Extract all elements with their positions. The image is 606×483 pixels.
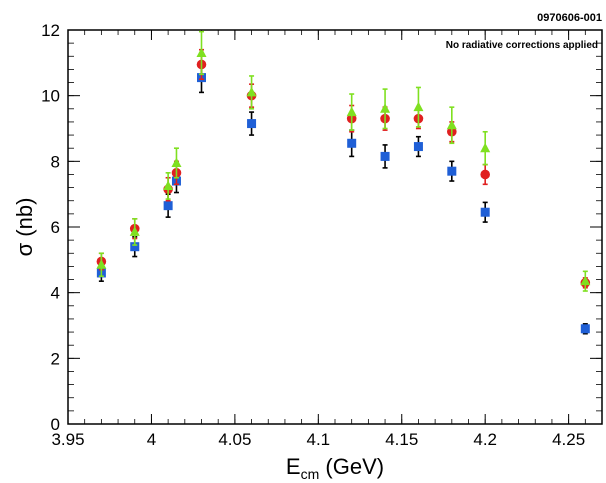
- x-tick-label: 4.25: [552, 430, 585, 449]
- data-point-square: [247, 119, 257, 129]
- x-axis-title-main: E: [286, 454, 301, 479]
- data-point-square: [380, 151, 390, 161]
- y-tick-labels: 0 2 4 6 8 10 12: [41, 21, 60, 434]
- figure-id: 0970606-001: [537, 12, 602, 24]
- x-tick-label: 4.05: [218, 430, 251, 449]
- data-point-circle: [480, 169, 490, 180]
- y-tick-label: 4: [51, 284, 60, 303]
- data-point-square: [580, 324, 590, 334]
- x-tick-label: 4.15: [385, 430, 418, 449]
- data-point-triangle: [163, 180, 174, 190]
- x-tick-labels: 3.95 4 4.05 4.1 4.15 4.2 4.25: [51, 430, 585, 449]
- y-tick-label: 12: [41, 21, 60, 40]
- data-point-square: [413, 142, 423, 152]
- x-tick-label: 3.95: [51, 430, 84, 449]
- data-point-square: [447, 166, 457, 176]
- y-tick-label: 6: [51, 218, 60, 237]
- x-axis-title: Ecm (GeV): [286, 454, 384, 482]
- x-tick-label: 4.2: [473, 430, 497, 449]
- data-point-triangle: [480, 142, 491, 153]
- data-point-triangle: [580, 275, 591, 286]
- x-axis-title-subscript: cm: [301, 466, 320, 482]
- data-point-triangle: [413, 101, 424, 112]
- axis-ticks: [67, 29, 603, 425]
- annotation-text: No radiative corrections applied: [446, 40, 598, 51]
- x-axis-title-unit: (GeV): [319, 454, 384, 479]
- y-tick-label: 10: [41, 87, 60, 106]
- data-point-triangle: [171, 157, 182, 167]
- data-point-triangle: [196, 47, 207, 57]
- data-point-triangle: [380, 103, 391, 113]
- data-point-triangle: [246, 86, 257, 97]
- y-axis-title: σ (nb): [12, 198, 37, 257]
- plot-frame: [67, 29, 603, 425]
- data-point-triangle: [96, 259, 107, 269]
- data-marks: [96, 30, 591, 335]
- data-point-square: [163, 201, 173, 211]
- y-tick-label: 2: [51, 349, 60, 368]
- y-tick-label: 8: [51, 152, 60, 171]
- x-tick-label: 4: [147, 430, 156, 449]
- data-point-triangle: [129, 226, 140, 236]
- x-tick-label: 4.1: [306, 430, 330, 449]
- y-tick-label: 0: [51, 415, 60, 434]
- data-point-square: [347, 138, 357, 148]
- data-point-triangle: [446, 119, 457, 130]
- data-point-square: [130, 242, 140, 252]
- data-point-triangle: [346, 106, 357, 117]
- data-point-square: [480, 207, 490, 217]
